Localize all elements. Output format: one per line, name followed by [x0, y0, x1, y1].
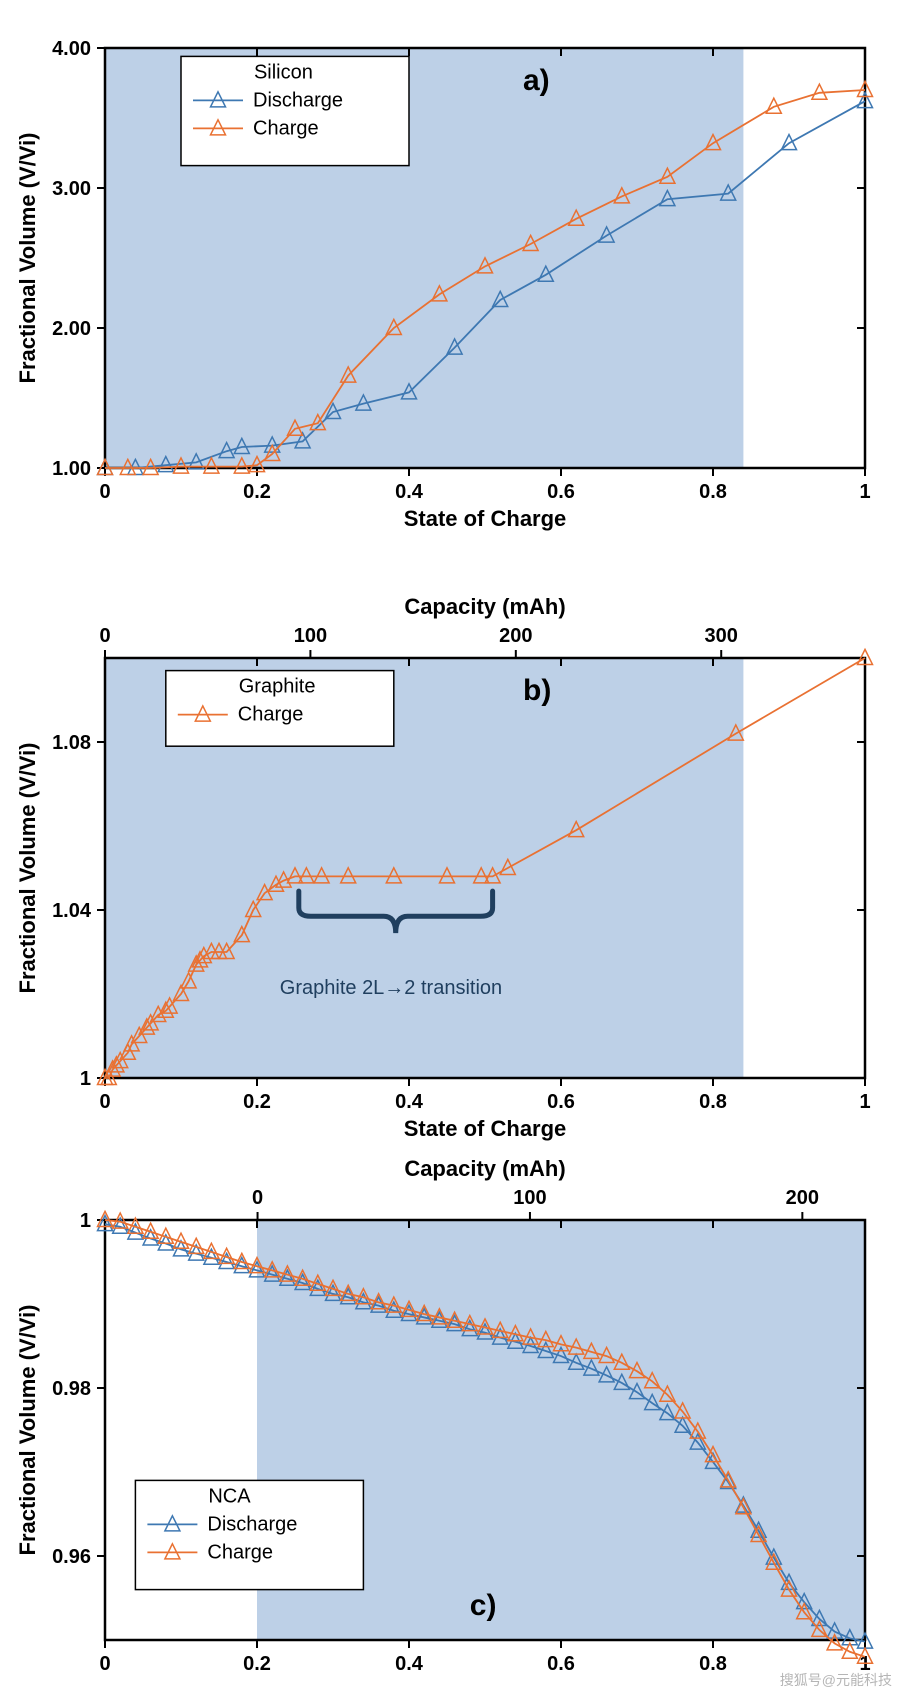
svg-text:1.00: 1.00 — [52, 458, 91, 480]
svg-text:Discharge: Discharge — [207, 1513, 297, 1535]
figure-svg: 0 0.2 0.4 0.6 0.8 1 State of Charge 1.00 2.00 3.0… — [0, 10, 900, 1676]
svg-text:0: 0 — [99, 1091, 110, 1113]
svg-text:300: 300 — [705, 625, 738, 647]
svg-text:0: 0 — [99, 481, 110, 503]
svg-text:c): c) — [470, 1589, 497, 1622]
svg-text:1: 1 — [80, 1068, 91, 1090]
svg-text:200: 200 — [786, 1187, 819, 1209]
svg-text:1: 1 — [80, 1210, 91, 1232]
svg-text:4.00: 4.00 — [52, 38, 91, 60]
svg-text:0.2: 0.2 — [243, 481, 271, 503]
svg-text:2.00: 2.00 — [52, 318, 91, 340]
svg-text:Graphite 2L→2 transition: Graphite 2L→2 transition — [280, 977, 502, 999]
svg-text:0.8: 0.8 — [699, 1653, 727, 1675]
svg-text:0: 0 — [99, 1653, 110, 1675]
svg-text:Capacity (mAh): Capacity (mAh) — [404, 1156, 565, 1181]
svg-text:100: 100 — [294, 625, 327, 647]
svg-text:Discharge: Discharge — [253, 89, 343, 111]
svg-text:100: 100 — [513, 1187, 546, 1209]
svg-text:0.6: 0.6 — [547, 1091, 575, 1113]
svg-text:Graphite: Graphite — [239, 676, 316, 698]
svg-text:0.2: 0.2 — [243, 1091, 271, 1113]
svg-text:NCA: NCA — [208, 1485, 251, 1507]
svg-text:3.00: 3.00 — [52, 178, 91, 200]
svg-text:b): b) — [523, 674, 551, 707]
figure-root: 0 0.2 0.4 0.6 0.8 1 State of Charge 1.00 2.00 3.0… — [0, 0, 900, 1696]
svg-text:0.6: 0.6 — [547, 1653, 575, 1675]
panel-c: 00.20.40.60.81State of Charge0.960.981Fr… — [15, 1156, 873, 1676]
svg-text:Capacity (mAh): Capacity (mAh) — [404, 594, 565, 619]
svg-text:Charge: Charge — [253, 117, 319, 139]
svg-text:Charge: Charge — [207, 1541, 273, 1563]
svg-text:a): a) — [523, 64, 550, 97]
svg-text:1: 1 — [859, 1091, 870, 1113]
svg-text:0.96: 0.96 — [52, 1546, 91, 1568]
svg-text:State of Charge: State of Charge — [404, 506, 567, 531]
svg-text:Fractional Volume (V/Vi): Fractional Volume (V/Vi) — [15, 742, 40, 993]
svg-text:0.8: 0.8 — [699, 1091, 727, 1113]
svg-text:Silicon: Silicon — [254, 61, 313, 83]
svg-text:Fractional Volume (V/Vi): Fractional Volume (V/Vi) — [15, 132, 40, 383]
panel-b: 0 0.2 0.4 0.6 0.8 1 State of Charge 1 1.04 1.08 Fr… — [15, 594, 873, 1141]
svg-text:State of Charge: State of Charge — [404, 1116, 567, 1141]
svg-text:200: 200 — [499, 625, 532, 647]
svg-text:0.2: 0.2 — [243, 1653, 271, 1675]
svg-text:0.4: 0.4 — [395, 1091, 424, 1113]
svg-text:1.08: 1.08 — [52, 732, 91, 754]
svg-text:0: 0 — [99, 625, 110, 647]
svg-text:1: 1 — [859, 481, 870, 503]
svg-text:0.4: 0.4 — [395, 1653, 424, 1675]
panel-a: 0 0.2 0.4 0.6 0.8 1 State of Charge 1.00 2.00 3.0… — [15, 38, 873, 531]
svg-text:1.04: 1.04 — [52, 900, 92, 922]
svg-text:0.8: 0.8 — [699, 481, 727, 503]
svg-text:0.4: 0.4 — [395, 481, 424, 503]
svg-text:Charge: Charge — [238, 704, 304, 726]
svg-text:0.98: 0.98 — [52, 1378, 91, 1400]
svg-text:0: 0 — [252, 1187, 263, 1209]
svg-text:Fractional Volume (V/Vi): Fractional Volume (V/Vi) — [15, 1304, 40, 1555]
watermark-text: 搜狐号@元能科技 — [780, 1670, 892, 1690]
svg-text:0.6: 0.6 — [547, 481, 575, 503]
